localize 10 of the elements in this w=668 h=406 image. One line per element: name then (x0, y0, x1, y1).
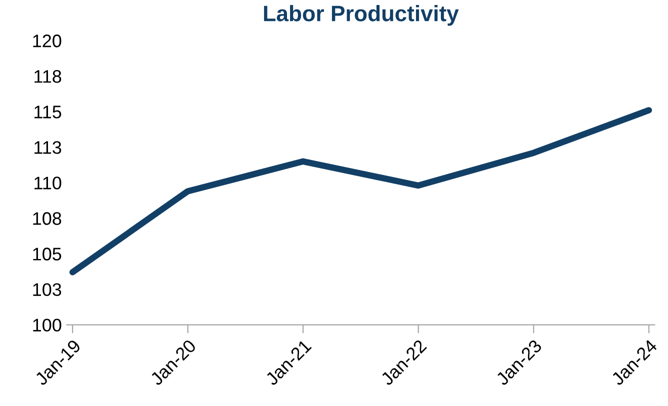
y-tick-label: 115 (34, 106, 62, 118)
y-tick-label: 100 (33, 318, 62, 332)
chart-title: Labor Productivity (264, 5, 459, 26)
y-tick-label: 110 (34, 176, 62, 190)
y-tick-label: 103 (33, 283, 62, 296)
y-tick-label: 120 (33, 34, 62, 48)
y-tick-label: 118 (34, 70, 62, 83)
y-tick-label: 113 (34, 141, 62, 154)
y-tick-label: 105 (33, 248, 62, 260)
y-tick-label: 108 (33, 212, 62, 225)
